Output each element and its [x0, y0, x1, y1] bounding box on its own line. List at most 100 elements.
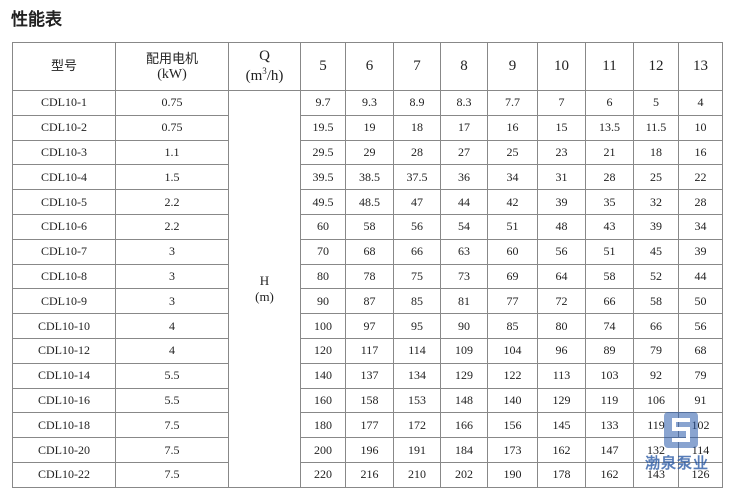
model-cell: CDL10-22: [12, 461, 116, 488]
flow-header: 7: [393, 42, 441, 91]
head-value: 73: [440, 263, 488, 290]
head-value: 39: [537, 189, 586, 215]
head-value: 44: [678, 263, 723, 290]
head-value: 89: [585, 337, 634, 364]
head-value: 200: [300, 437, 346, 463]
head-value: 56: [537, 238, 586, 265]
head-value: 202: [440, 461, 488, 488]
model-cell: CDL10-5: [12, 189, 116, 215]
head-value: 52: [633, 263, 679, 290]
flow-header: 5: [300, 42, 346, 91]
head-value: 80: [537, 313, 586, 339]
head-value: 19.5: [300, 114, 346, 141]
head-value: 25: [487, 139, 538, 166]
table-row: CDL10-20 7.5 200 196 191 184 173 162 147 132 114: [12, 437, 723, 463]
head-value: 92: [633, 362, 679, 389]
head-value: 180: [300, 412, 346, 439]
watermark-text: 渤泉泵业: [645, 454, 710, 472]
table-row: CDL10-8 3 80 78 75 73 69 64 58 52 44: [12, 263, 723, 290]
head-value: 85: [487, 313, 538, 339]
head-value: 156: [487, 412, 538, 439]
model-cell: CDL10-6: [12, 213, 116, 240]
table-row: CDL10-12 4 120 117 114 109 104 96 89 79 68: [12, 337, 723, 364]
model-cell: CDL10-4: [12, 164, 116, 191]
head-value: 25: [633, 164, 679, 191]
head-value: 58: [585, 263, 634, 290]
head-value: 220: [300, 461, 346, 488]
head-value: 34: [678, 213, 723, 240]
head-value: 106: [633, 387, 679, 414]
model-cell: CDL10-1: [12, 90, 116, 116]
head-value: 158: [345, 387, 394, 414]
model-cell: CDL10-16: [12, 387, 116, 414]
table-header: 型号 配用电机 (kW) Q (m3/h) 5 6 7 8 9 10 11 12 13: [12, 42, 723, 91]
power-cell: 4: [115, 313, 229, 339]
head-value: 28: [678, 189, 723, 215]
head-value: 126: [678, 461, 723, 488]
power-cell: 0.75: [115, 90, 229, 116]
flow-header: 10: [537, 42, 586, 91]
head-value: 196: [345, 437, 394, 463]
head-value: 18: [393, 114, 441, 141]
head-value: 60: [300, 213, 346, 240]
head-value: 39.5: [300, 164, 346, 191]
head-value: 9.3: [345, 90, 394, 116]
head-value: 64: [537, 263, 586, 290]
table-row: CDL10-9 3 90 87 85 81 77 72 66 58 50: [12, 288, 723, 315]
head-value: 129: [537, 387, 586, 414]
head-value: 162: [585, 461, 634, 488]
head-value: 58: [345, 213, 394, 240]
head-value: 50: [678, 288, 723, 315]
power-cell: 1.1: [115, 139, 229, 166]
power-cell: 7.5: [115, 461, 229, 488]
head-value: 133: [585, 412, 634, 439]
flow-header: 11: [585, 42, 634, 91]
model-cell: CDL10-10: [12, 313, 116, 339]
head-value: 51: [585, 238, 634, 265]
table-body: CDL10-1 0.75 H (m) 9.7 9.3 8.9 8.3 7.7 7 6 5 4 CDL10-…: [12, 90, 723, 488]
table-row: CDL10-7 3 70 68 66 63 60 56 51 45 39: [12, 238, 723, 265]
header-cell: 型号: [12, 42, 116, 91]
head-value: 81: [440, 288, 488, 315]
title: 性能表: [11, 10, 62, 30]
header-text: /h): [266, 68, 284, 84]
head-value: 85: [393, 288, 441, 315]
table-row: CDL10-22 7.5 220 216 210 202 190 178 162 143 126: [12, 461, 723, 488]
head-value: 97: [345, 313, 394, 339]
table-row: CDL10-2 0.75 19.5 19 18 17 16 15 13.5 11.5 10: [12, 114, 723, 141]
power-cell: 7.5: [115, 437, 229, 463]
head-value: 42: [487, 189, 538, 215]
head-value: 28: [585, 164, 634, 191]
head-value: 96: [537, 337, 586, 364]
head-value: 210: [393, 461, 441, 488]
model-cell: CDL10-9: [12, 288, 116, 315]
flow-header: 6: [345, 42, 394, 91]
head-value: 78: [345, 263, 394, 290]
model-cell: CDL10-3: [12, 139, 116, 166]
head-value: 34: [487, 164, 538, 191]
head-value: 100: [300, 313, 346, 339]
head-value: 178: [537, 461, 586, 488]
head-value: 60: [487, 238, 538, 265]
head-value: 5: [633, 90, 679, 116]
head-value: 39: [633, 213, 679, 240]
head-value: 68: [678, 337, 723, 364]
table-row: CDL10-3 1.1 29.5 29 28 27 25 23 21 18 16: [12, 139, 723, 166]
head-value: 49.5: [300, 189, 346, 215]
head-value: 137: [345, 362, 394, 389]
head-value: 74: [585, 313, 634, 339]
head-value: 102: [678, 412, 723, 439]
head-value: 162: [537, 437, 586, 463]
power-cell: 5.5: [115, 387, 229, 414]
performance-table: 型号 配用电机 (kW) Q (m3/h) 5 6 7 8 9 10 11 12 13 CDL10-…: [12, 42, 723, 488]
head-unit: (m): [255, 288, 274, 304]
head-value: 19: [345, 114, 394, 141]
head-value: 7: [537, 90, 586, 116]
head-value: 129: [440, 362, 488, 389]
header-cell: Q (m3/h): [228, 42, 301, 91]
power-cell: 3: [115, 263, 229, 290]
head-value: 95: [393, 313, 441, 339]
model-cell: CDL10-7: [12, 238, 116, 265]
head-value: 91: [678, 387, 723, 414]
table-row: CDL10-1 0.75 H (m) 9.7 9.3 8.9 8.3 7.7 7 6 5 4: [12, 90, 723, 488]
